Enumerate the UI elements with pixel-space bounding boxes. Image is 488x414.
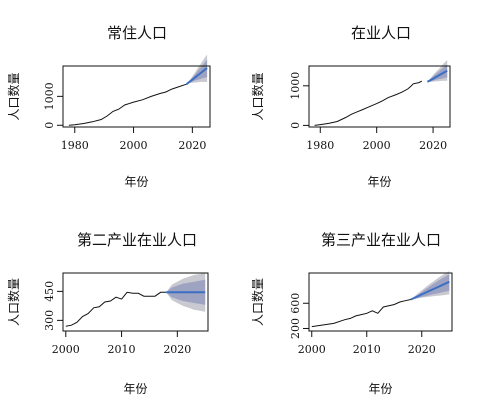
x-tick-label: 2000 <box>298 343 326 356</box>
x-tick-label: 2020 <box>408 343 436 356</box>
y-axis-label: 人口数量 <box>6 72 21 120</box>
y-tick-label: 1000 <box>289 72 302 100</box>
chart-panel-2: 在业人口 1980 2000 2020 0 1000 年份 人口数量 <box>250 24 451 189</box>
forecast-mean-line <box>426 69 448 83</box>
history-series-line <box>65 291 167 327</box>
plot-frame <box>308 272 453 332</box>
x-tick-label: 1980 <box>306 139 334 152</box>
y-axis-label: 人口数量 <box>250 72 265 120</box>
x-tick-label: 1980 <box>61 139 89 152</box>
x-tick-label: 2020 <box>419 139 447 152</box>
chart-title: 第三产业在业人口 <box>321 231 441 249</box>
x-axis-label: 年份 <box>123 382 147 396</box>
history-series-line <box>311 299 411 328</box>
chart-panel-3: 第二产业在业人口 2000 2010 2020 300 450 年份 人口数量 <box>6 231 209 396</box>
forecast-mean-line <box>410 280 450 301</box>
y-axis-label: 人口数量 <box>6 278 21 326</box>
y-tick-label: 450 <box>43 281 56 302</box>
chart-title: 常住人口 <box>107 24 167 42</box>
x-tick-label: 2020 <box>163 343 191 356</box>
plot-frame <box>62 272 209 332</box>
forecast-band-80 <box>427 64 448 82</box>
chart-panel-4: 第三产业在业人口 2000 2010 2020 200 600 年份 人口数量 <box>250 231 453 396</box>
chart-panel-1: 常住人口 1980 2000 2020 0 1000 年份 人口数量 <box>6 24 211 189</box>
plot-frame <box>308 65 451 128</box>
y-tick-label: 1000 <box>43 82 56 110</box>
y-tick-label: 200 <box>289 318 302 339</box>
y-tick-label: 0 <box>43 122 56 129</box>
y-axis-label: 人口数量 <box>250 278 265 326</box>
y-tick-label: 0 <box>289 122 302 129</box>
forecast-band-80 <box>410 274 450 300</box>
x-tick-label: 2010 <box>353 343 381 356</box>
x-tick-label: 2010 <box>108 343 136 356</box>
forecast-band-80 <box>186 59 208 85</box>
y-tick-label: 300 <box>43 310 56 331</box>
x-tick-label: 2000 <box>363 139 391 152</box>
forecast-mean-line <box>185 67 208 85</box>
chart-title: 第二产业在业人口 <box>77 231 197 249</box>
x-tick-label: 2000 <box>120 139 148 152</box>
x-tick-label: 2020 <box>178 139 206 152</box>
x-tick-label: 2000 <box>52 343 80 356</box>
history-series-line <box>68 83 187 126</box>
x-axis-label: 年份 <box>124 175 148 189</box>
x-axis-label: 年份 <box>367 175 391 189</box>
chart-title: 在业人口 <box>351 24 411 42</box>
x-axis-label: 年份 <box>368 382 392 396</box>
y-tick-label: 600 <box>289 293 302 314</box>
history-series-line <box>314 80 423 126</box>
